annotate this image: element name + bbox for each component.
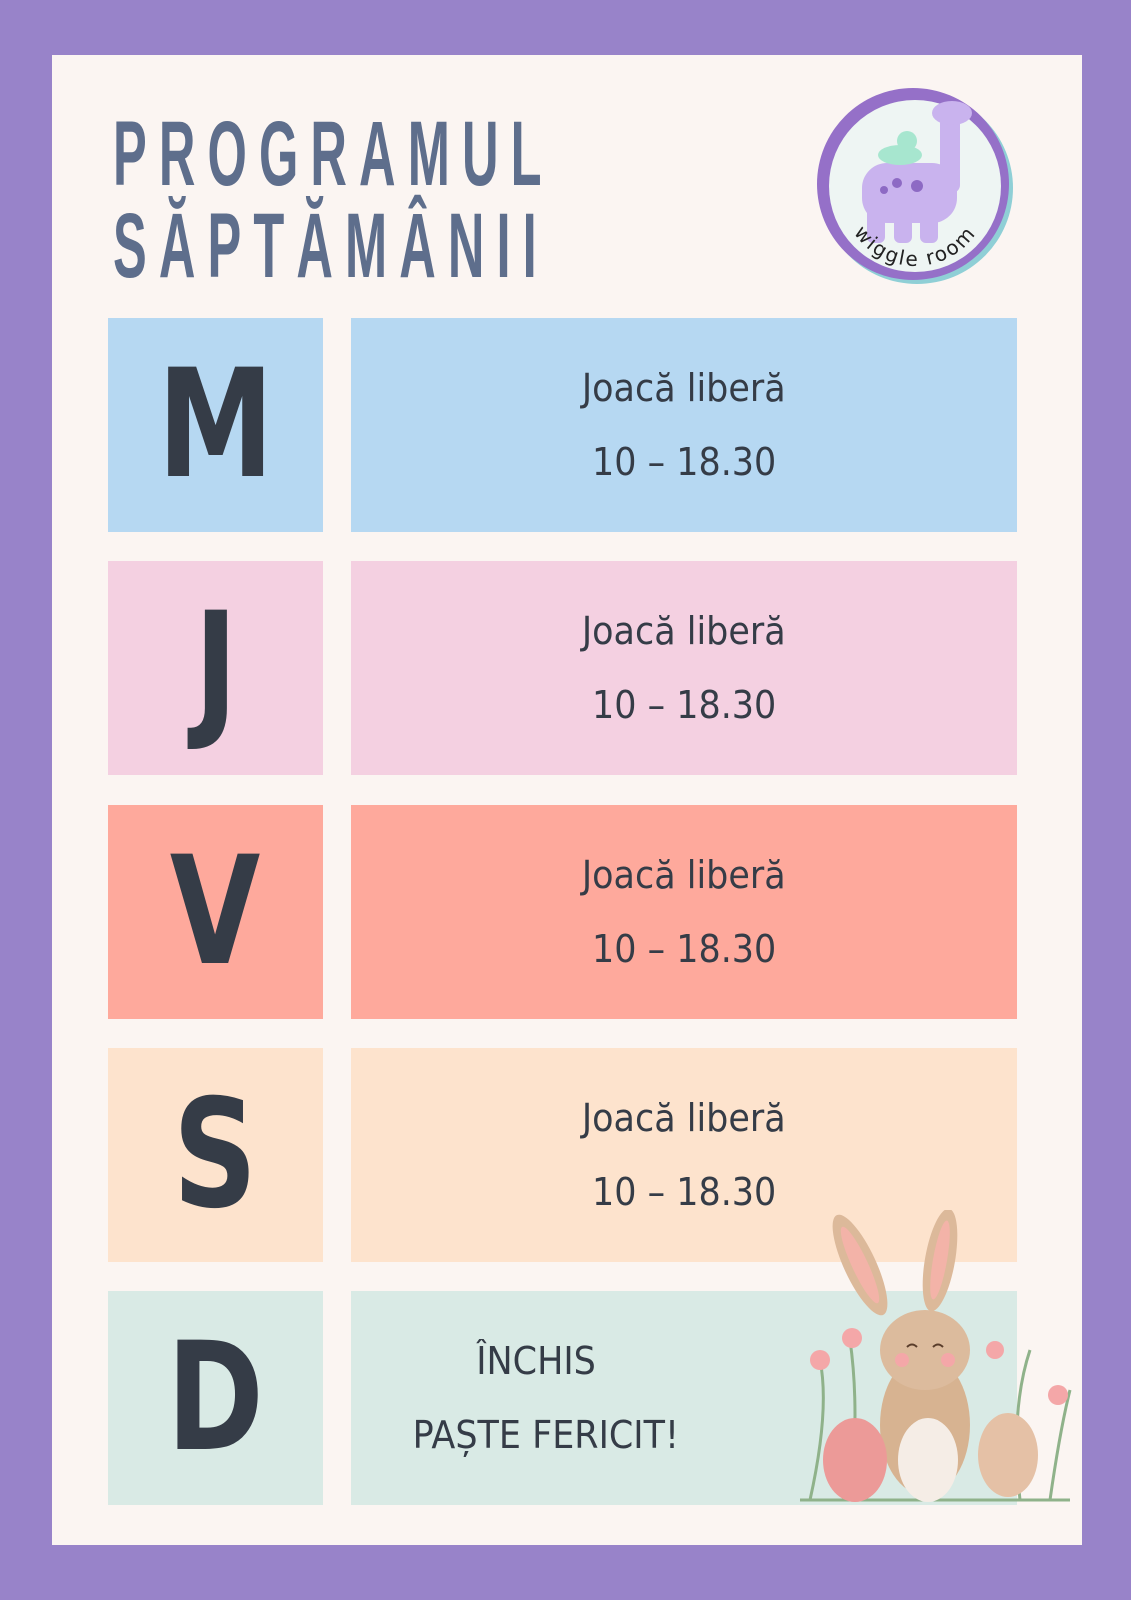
title-line-2: SĂPTĂMÂNII <box>113 195 549 297</box>
day-letter: S <box>173 1068 258 1242</box>
hours-label: 10 – 18.30 <box>591 440 777 484</box>
day-letter: V <box>170 825 261 999</box>
day-letter-box: S <box>108 1048 323 1262</box>
easter-bunny-icon <box>800 1210 1072 1502</box>
wiggle-room-logo: wiggle room <box>817 88 1013 284</box>
day-letter-box: D <box>108 1291 323 1505</box>
activity-label: Joacă liberă <box>582 366 786 410</box>
hours-label: 10 – 18.30 <box>591 683 777 727</box>
page-title: PROGRAMUL SĂPTĂMÂNII <box>113 108 554 292</box>
schedule-info: Joacă liberă 10 – 18.30 <box>351 1048 1017 1262</box>
day-letter: M <box>157 338 274 512</box>
schedule-info: Joacă liberă 10 – 18.30 <box>351 318 1017 532</box>
easter-greeting: PAȘTE FERICIT! <box>412 1413 679 1457</box>
schedule-row-friday: V Joacă liberă 10 – 18.30 <box>108 805 1017 1019</box>
activity-label: Joacă liberă <box>582 609 786 653</box>
activity-label: Joacă liberă <box>582 1096 786 1140</box>
schedule-info: Joacă liberă 10 – 18.30 <box>351 561 1017 775</box>
title-line-1: PROGRAMUL <box>113 103 554 205</box>
closed-label: ÎNCHIS <box>476 1339 596 1383</box>
day-letter-box: M <box>108 318 323 532</box>
activity-label: Joacă liberă <box>582 853 786 897</box>
schedule-row-saturday: S Joacă liberă 10 – 18.30 <box>108 1048 1017 1262</box>
hours-label: 10 – 18.30 <box>591 927 777 971</box>
day-letter: J <box>193 581 238 755</box>
schedule-row-thursday: J Joacă liberă 10 – 18.30 <box>108 561 1017 775</box>
day-letter-box: V <box>108 805 323 1019</box>
schedule-info: Joacă liberă 10 – 18.30 <box>351 805 1017 1019</box>
day-letter-box: J <box>108 561 323 775</box>
day-letter: D <box>166 1311 265 1485</box>
hours-label: 10 – 18.30 <box>591 1170 777 1214</box>
schedule-row-monday: M Joacă liberă 10 – 18.30 <box>108 318 1017 532</box>
